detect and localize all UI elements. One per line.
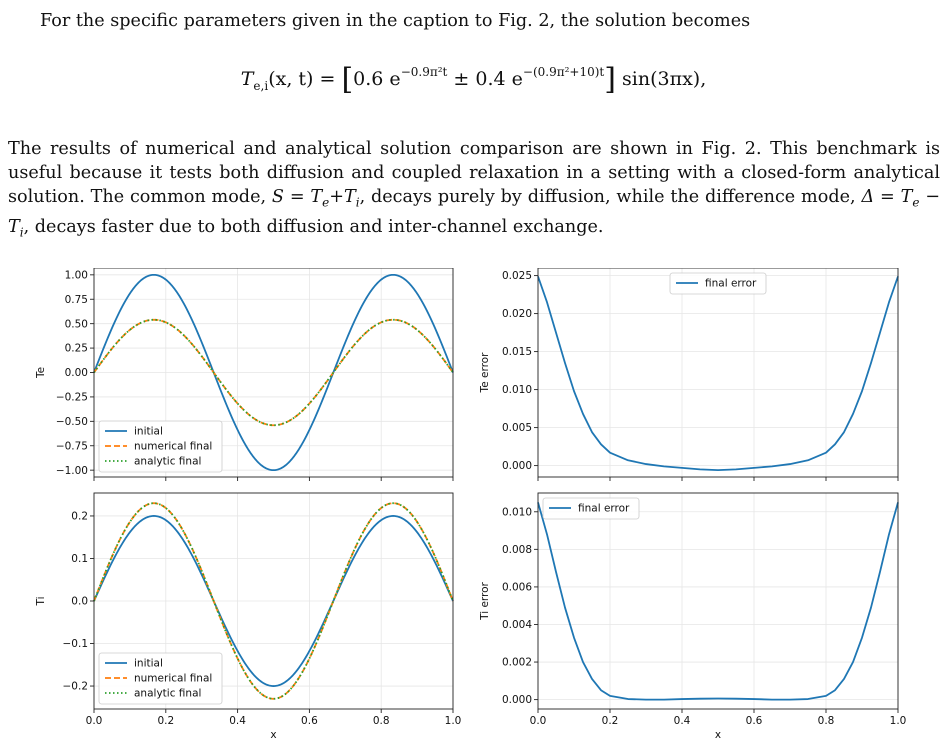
- legend-box: [98, 420, 223, 473]
- x-axis-label: x: [270, 729, 276, 741]
- series-line-final-error: [537, 502, 899, 701]
- series-line-initial: [93, 515, 454, 687]
- eq-coef1: 0.6: [353, 68, 384, 90]
- legend-entry: initial: [134, 426, 163, 438]
- legend-box: [542, 497, 640, 520]
- legend-box: [98, 652, 223, 705]
- eq-open-bracket: [: [341, 62, 354, 97]
- eq-lhs-args: (x, t) =: [268, 68, 336, 90]
- y-axis-label: Ti error: [479, 581, 491, 620]
- eq-exp2: −(0.9π²+10)t: [522, 65, 605, 79]
- y-tick-label: −0.75: [56, 440, 88, 452]
- para2-part3: , decays faster due to both diffusion an…: [23, 216, 604, 237]
- y-tick-label: 0.002: [502, 657, 532, 669]
- legend-entry: numerical final: [134, 441, 212, 453]
- x-tick-label: 0.4: [674, 715, 691, 727]
- legend-entry: final error: [705, 278, 757, 290]
- y-tick-label: 0.015: [502, 346, 532, 358]
- series-line-numerical-final: [93, 502, 454, 700]
- y-tick-label: −0.1: [63, 638, 89, 650]
- y-axis-label: Te: [35, 367, 47, 379]
- y-tick-label: −0.50: [56, 416, 88, 428]
- eq-lhs-symbol: T: [240, 68, 254, 90]
- legend-entry: final error: [578, 503, 630, 515]
- axes-frame: [537, 492, 899, 710]
- eq-close-bracket: ]: [604, 62, 616, 97]
- legend-box: [669, 272, 767, 295]
- y-tick-label: 1.00: [65, 269, 88, 281]
- x-tick-label: 0.6: [301, 715, 318, 727]
- x-tick-label: 0.2: [602, 715, 619, 727]
- eq-exp1: −0.9π²t: [400, 65, 448, 79]
- legend: initial numerical final analytic final: [98, 420, 223, 473]
- para2-part1: The results of numerical and analytical …: [8, 139, 940, 207]
- chart-ti: 0.0 0.2 0.4 0.6 0.8 1.0 −0.2 −0.1 0.0 0.1 0.2 Ti x in…: [35, 492, 462, 741]
- legend: final error: [669, 272, 767, 295]
- chart-ti_err: 0.0 0.2 0.4 0.6 0.8 1.0 0.000 0.002 0.004 0.006 0.…: [479, 492, 907, 741]
- y-tick-label: 0.000: [502, 694, 532, 706]
- y-tick-label: −0.2: [63, 681, 89, 693]
- figure-benchmark: −1.00−0.75−0.50−0.250.000.250.500.751.00…: [35, 268, 907, 741]
- eq-op: ±: [453, 68, 470, 90]
- eq-tail: sin(3πx),: [622, 68, 707, 90]
- y-tick-label: 0.020: [502, 308, 532, 320]
- x-tick-label: 0.0: [530, 715, 547, 727]
- y-tick-label: 0.025: [502, 270, 532, 282]
- series-line-numerical-final: [93, 318, 454, 427]
- common-mode-expr: S = Te+Ti: [271, 187, 360, 210]
- y-tick-label: 0.000: [502, 460, 532, 472]
- y-tick-label: −0.25: [56, 392, 88, 404]
- y-tick-label: 0.25: [65, 343, 88, 355]
- y-tick-label: 0.008: [502, 544, 532, 556]
- y-tick-label: 0.005: [502, 422, 532, 434]
- eq-coef2: 0.4: [475, 68, 506, 90]
- x-tick-label: 1.0: [445, 715, 462, 727]
- y-axis-label: Ti: [35, 596, 47, 606]
- y-tick-label: 0.010: [502, 384, 532, 396]
- series-line-initial: [93, 273, 454, 472]
- legend-entry: initial: [134, 658, 163, 670]
- y-tick-label: 0.006: [502, 582, 532, 594]
- diff-mode-expr: Δ = Te − Ti: [8, 187, 941, 240]
- chart-te: −1.00 −0.75 −0.50 −0.25 0.00 0.25 0.50 0.75 1.00…: [35, 268, 454, 481]
- y-axis-label: Te error: [479, 352, 491, 394]
- x-tick-label: 0.4: [229, 715, 246, 727]
- y-tick-label: 0.2: [71, 511, 88, 523]
- eq-lhs-sub: e,i: [253, 78, 269, 93]
- para2-part2: , decays purely by diffusion, while the …: [359, 187, 862, 207]
- x-axis-label: x: [715, 729, 721, 741]
- x-tick-label: 0.0: [86, 715, 103, 727]
- series-line-analytic-final: [93, 318, 454, 427]
- y-tick-label: 0.00: [65, 367, 88, 379]
- axes-frame: [537, 268, 899, 478]
- x-tick-label: 0.6: [746, 715, 763, 727]
- x-tick-label: 0.2: [157, 715, 174, 727]
- y-tick-label: 0.0: [71, 596, 88, 608]
- y-tick-label: 0.004: [502, 619, 532, 631]
- equation-solution: Te,i(x, t) = [0.6 e−0.9π²t ± 0.4 e−(0.9π…: [240, 62, 707, 97]
- paragraph-intro: For the specific parameters given in the…: [40, 11, 751, 31]
- legend: final error: [542, 497, 640, 520]
- series-line-analytic-final: [93, 502, 454, 700]
- y-tick-label: 0.1: [71, 553, 88, 565]
- x-tick-label: 1.0: [890, 715, 907, 727]
- paragraph-results: The results of numerical and analytical …: [8, 137, 940, 244]
- legend: initial numerical final analytic final: [98, 652, 223, 705]
- y-tick-label: 0.010: [502, 506, 532, 518]
- legend-entry: numerical final: [134, 673, 212, 685]
- series-line-final-error: [537, 276, 899, 472]
- y-tick-label: 0.75: [65, 294, 88, 306]
- legend-entry: analytic final: [134, 688, 201, 700]
- legend-entry: analytic final: [134, 456, 201, 468]
- y-tick-label: 0.50: [65, 318, 88, 330]
- y-tick-label: −1.00: [56, 465, 88, 477]
- x-tick-label: 0.8: [818, 715, 835, 727]
- x-tick-label: 0.8: [373, 715, 390, 727]
